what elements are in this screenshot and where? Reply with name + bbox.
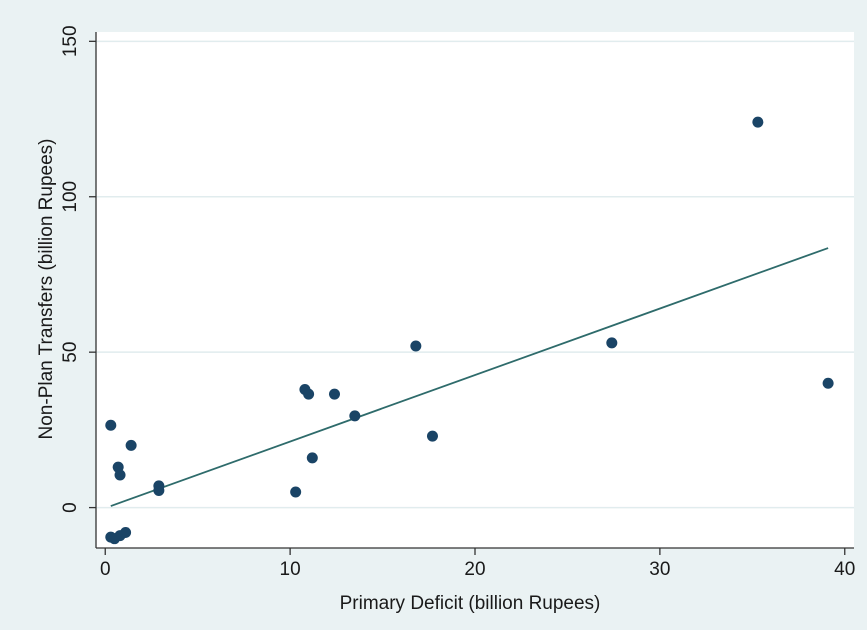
x-axis-ticks: 0 10 20 30 40: [100, 548, 855, 580]
x-tick-label-30: 30: [649, 559, 670, 580]
data-point-0-12: [303, 388, 315, 400]
gridlines: [96, 40, 854, 509]
data-point-0-7: [125, 439, 137, 451]
data-point-0-4: [114, 469, 126, 481]
data-point-0-10: [290, 486, 302, 498]
data-point-0-17: [426, 430, 438, 442]
x-axis-title: Primary Deficit (billion Rupees): [340, 593, 601, 614]
x-tick-label-10: 10: [280, 559, 301, 580]
y-axis-ticks: 0 50 100 150: [60, 25, 96, 513]
data-point-0-16: [410, 340, 422, 352]
data-point-0-15: [349, 410, 361, 422]
y-tick-label-50: 50: [60, 342, 81, 363]
y-tick-label-150: 150: [60, 25, 81, 57]
data-point-0-18: [606, 337, 618, 349]
data-point-0-14: [328, 388, 340, 400]
plot-area: [96, 32, 854, 548]
data-point-0-0: [105, 419, 117, 431]
y-tick-label-100: 100: [60, 181, 81, 213]
y-axis-title: Non-Plan Transfers (billion Rupees): [36, 139, 57, 440]
y-tick-label-0: 0: [60, 502, 81, 513]
data-point-0-6: [120, 526, 132, 538]
data-point-0-9: [153, 484, 165, 496]
x-tick-label-40: 40: [834, 559, 855, 580]
fit-line: [110, 247, 829, 507]
x-tick-label-20: 20: [464, 559, 485, 580]
scatter-points: [105, 116, 834, 545]
x-tick-label-0: 0: [100, 559, 111, 580]
data-point-0-20: [822, 377, 834, 389]
data-point-0-13: [306, 452, 318, 464]
data-point-0-19: [752, 116, 764, 128]
